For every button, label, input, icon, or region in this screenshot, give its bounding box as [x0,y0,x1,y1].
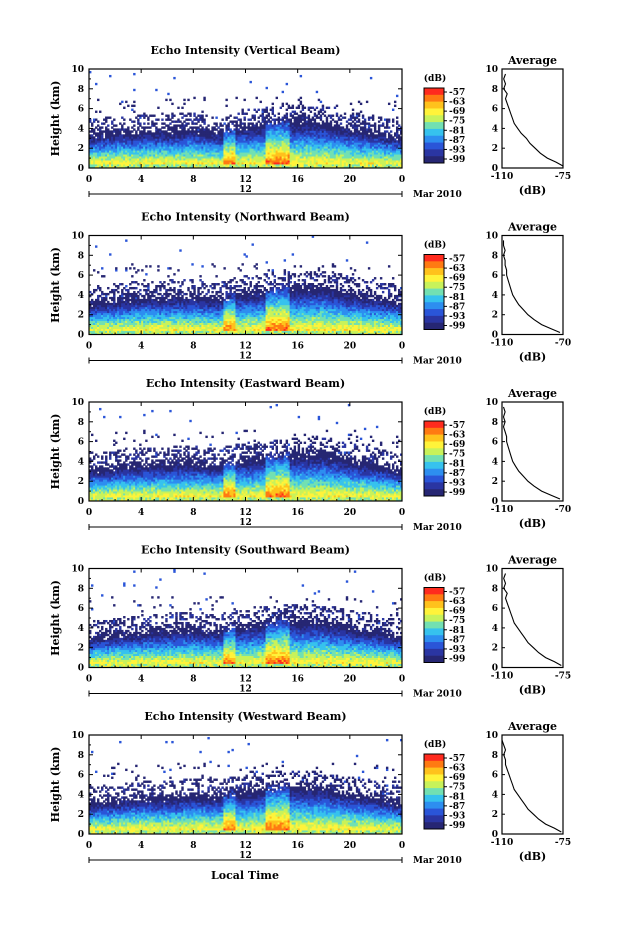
heatmap-cell [205,115,207,117]
heatmap-cell [171,103,173,105]
heatmap-cell [123,122,125,124]
panel-title: Echo Intensity (Vertical Beam) [150,44,340,57]
heatmap-cell [143,122,145,124]
heatmap-cell [189,113,191,115]
heatmap-cell [203,97,205,99]
heatmap-cell [225,105,227,107]
heatmap-cell [155,89,157,91]
heatmap-cell [165,99,167,101]
heatmap-cell [193,97,195,99]
heatmap-cell [193,113,195,115]
heatmap-cell [133,124,135,126]
heatmap-cell [161,119,163,121]
heatmap-cell [221,119,223,121]
heatmap-cell [123,107,125,109]
heatmap-cell [225,99,227,101]
heatmap-cell [127,105,129,107]
heatmap-cell [109,75,111,77]
heatmap-cell [127,126,129,128]
heatmap-cell [181,107,183,109]
heatmap-cell [173,115,175,117]
heatmap-cell [147,122,149,124]
heatmap-cell [157,107,159,109]
heatmap-cell [167,93,169,95]
heatmap-cell [183,99,185,101]
heatmap-cell [167,115,169,117]
heatmap-cell [115,124,117,126]
heatmap-cell [201,115,203,117]
heatmap-cell [161,113,163,115]
heatmap-cell [139,122,141,124]
heatmap-cell [207,124,209,126]
figure: Echo Intensity (Vertical Beam)0246810Hei… [0,0,620,929]
heatmap-cell [133,120,135,122]
heatmap-cell [133,105,135,107]
heatmap-cell [203,119,205,121]
heatmap-cell [107,124,109,126]
panel-0: Echo Intensity (Vertical Beam)0246810Hei… [49,44,571,200]
heatmap-cell [183,103,185,105]
heatmap-cell [215,122,217,124]
heatmap-cell [97,120,99,122]
heatmap-cell [101,126,103,128]
heatmap-cell [109,117,111,119]
heatmap-cell [125,101,127,103]
heatmap-cell [221,128,223,130]
heatmap-cell [123,119,125,121]
heatmap-cell [211,117,213,119]
heatmap-cell [133,73,135,75]
heatmap-cell [153,115,155,117]
heatmap-cell [95,83,97,85]
heatmap-cell [95,111,97,113]
heatmap-cell [99,111,101,113]
heatmap-cell [157,119,159,121]
heatmap-cell [177,107,179,109]
heatmap [89,71,402,168]
heatmap-cell [201,111,203,113]
heatmap-cell [121,101,123,103]
heatmap-cell [97,99,99,101]
heatmap-cell [173,77,175,79]
heatmap-cell [187,122,189,124]
heatmap-cell [215,117,217,119]
heatmap-cell [155,122,157,124]
heatmap-cell [113,119,115,121]
heatmap-cell [133,111,135,113]
heatmap-cell [133,89,135,91]
heatmap-cell [133,101,135,103]
heatmap-cell [187,99,189,101]
heatmap-cell [169,99,171,101]
